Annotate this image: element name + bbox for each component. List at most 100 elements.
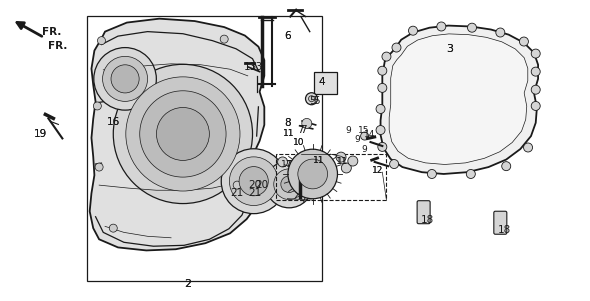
Text: 9: 9 — [362, 145, 368, 154]
Circle shape — [467, 23, 477, 32]
Text: 11: 11 — [313, 156, 325, 165]
Circle shape — [156, 107, 209, 160]
Text: 10: 10 — [293, 138, 304, 147]
Circle shape — [531, 49, 540, 58]
Circle shape — [97, 37, 106, 45]
Circle shape — [360, 132, 369, 140]
Circle shape — [382, 52, 391, 61]
Text: 8: 8 — [284, 118, 291, 128]
Text: 21: 21 — [248, 188, 261, 198]
Circle shape — [376, 126, 385, 135]
Text: 13: 13 — [244, 62, 257, 72]
Circle shape — [281, 176, 297, 192]
Circle shape — [298, 159, 327, 189]
Circle shape — [94, 48, 156, 110]
Text: 11: 11 — [283, 129, 295, 138]
Text: 8: 8 — [284, 118, 291, 128]
Circle shape — [531, 67, 540, 76]
Polygon shape — [389, 34, 528, 164]
Circle shape — [389, 160, 399, 169]
Text: 19: 19 — [34, 129, 47, 139]
Circle shape — [392, 43, 401, 52]
Text: 18: 18 — [421, 215, 434, 225]
Text: 19: 19 — [34, 129, 47, 139]
Circle shape — [531, 101, 540, 110]
Text: 9: 9 — [355, 135, 360, 144]
Circle shape — [220, 35, 228, 43]
Circle shape — [342, 163, 351, 173]
Text: 6: 6 — [284, 30, 291, 41]
Bar — [87, 16, 322, 281]
Circle shape — [309, 96, 314, 102]
Circle shape — [408, 26, 418, 35]
Text: 11: 11 — [283, 129, 295, 138]
Circle shape — [109, 224, 117, 232]
Bar — [276, 154, 386, 200]
Circle shape — [140, 91, 226, 177]
Text: 3: 3 — [446, 44, 453, 54]
Text: 15: 15 — [358, 126, 370, 135]
Text: 10: 10 — [293, 138, 304, 147]
Circle shape — [95, 163, 103, 171]
Text: 16: 16 — [107, 117, 120, 127]
Circle shape — [274, 169, 304, 200]
Text: 12: 12 — [372, 166, 384, 175]
Circle shape — [437, 22, 446, 31]
Text: 11: 11 — [336, 157, 348, 166]
Text: 17: 17 — [281, 160, 293, 169]
Circle shape — [336, 152, 346, 162]
Circle shape — [378, 83, 387, 92]
Text: 5: 5 — [309, 96, 316, 106]
Circle shape — [278, 157, 287, 167]
Circle shape — [111, 65, 139, 93]
Circle shape — [266, 161, 313, 208]
Text: 4: 4 — [318, 77, 325, 87]
Text: 3: 3 — [446, 44, 453, 54]
Text: 12: 12 — [372, 166, 384, 175]
Circle shape — [230, 157, 278, 206]
Text: 21: 21 — [231, 188, 244, 198]
Circle shape — [306, 93, 317, 105]
Circle shape — [523, 143, 533, 152]
Text: FR.: FR. — [42, 26, 61, 37]
Circle shape — [239, 166, 268, 196]
Circle shape — [502, 162, 511, 171]
Text: 4: 4 — [318, 77, 325, 87]
Circle shape — [376, 104, 385, 113]
Circle shape — [126, 77, 240, 191]
Text: 14: 14 — [364, 130, 376, 139]
Circle shape — [233, 181, 241, 189]
Text: 2: 2 — [184, 279, 191, 289]
Text: 18: 18 — [498, 225, 511, 235]
Text: 7: 7 — [300, 125, 307, 135]
Circle shape — [427, 169, 437, 178]
Circle shape — [113, 64, 253, 203]
Text: FR.: FR. — [48, 41, 68, 51]
Polygon shape — [90, 19, 264, 250]
Circle shape — [348, 156, 358, 166]
Circle shape — [302, 118, 312, 129]
Text: 2: 2 — [184, 279, 191, 289]
Bar — [314, 72, 337, 94]
Text: 13: 13 — [250, 62, 263, 72]
Circle shape — [288, 149, 337, 199]
Circle shape — [466, 169, 476, 178]
Text: 16: 16 — [107, 117, 120, 127]
Circle shape — [496, 28, 505, 37]
Text: 20: 20 — [255, 180, 268, 190]
Text: 5: 5 — [313, 96, 319, 106]
Polygon shape — [381, 26, 538, 174]
Circle shape — [93, 102, 101, 110]
Circle shape — [378, 66, 387, 75]
Text: 9: 9 — [345, 126, 351, 135]
Text: 7: 7 — [297, 125, 304, 135]
Text: 11: 11 — [313, 156, 325, 165]
Circle shape — [531, 85, 540, 94]
FancyBboxPatch shape — [494, 211, 507, 234]
Circle shape — [221, 149, 286, 214]
Text: 6: 6 — [284, 30, 291, 41]
Circle shape — [519, 37, 529, 46]
Text: 11: 11 — [337, 157, 349, 166]
Circle shape — [378, 142, 387, 151]
Circle shape — [103, 56, 148, 101]
